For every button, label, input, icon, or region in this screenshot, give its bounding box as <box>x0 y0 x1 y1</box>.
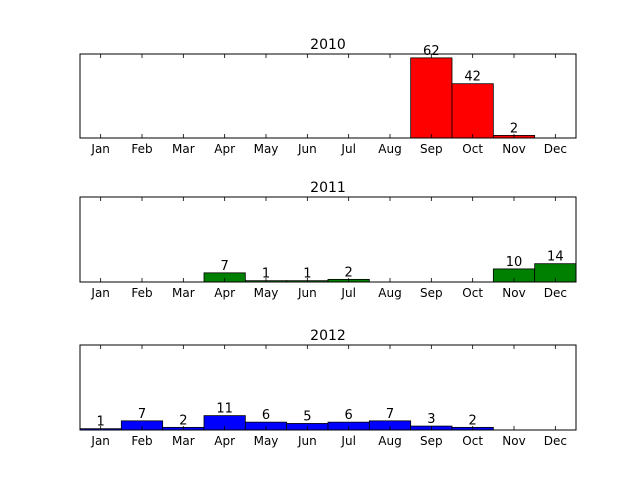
bar-oct <box>451 83 494 139</box>
x-tick-label: Oct <box>462 142 483 156</box>
bar-sep <box>410 57 453 139</box>
axes-frame <box>79 53 577 139</box>
value-label: 1 <box>262 267 270 282</box>
value-label: 10 <box>506 255 523 270</box>
value-label: 2 <box>179 413 187 428</box>
value-label: 6 <box>262 408 270 423</box>
value-label: 62 <box>423 44 440 59</box>
value-label: 2 <box>469 413 477 428</box>
subplot-2010: 2010 Jan Feb Mar Apr May Jun Jul Aug Sep Oct Nov Dec… <box>79 37 577 156</box>
x-tick-label: Dec <box>544 142 567 156</box>
value-label: 2 <box>345 265 353 280</box>
x-tick-label: Nov <box>502 434 525 448</box>
x-tick-label: Apr <box>214 434 235 448</box>
x-tick-label: Oct <box>462 286 483 300</box>
value-label: 7 <box>221 259 229 274</box>
x-tick-label: Dec <box>544 434 567 448</box>
subplot-2012: 2012 Jan Feb Mar Apr May Jun Jul Aug Sep Oct Nov Dec… <box>79 328 577 448</box>
x-tick-label: Feb <box>131 142 152 156</box>
x-tick-label: Oct <box>462 434 483 448</box>
x-tick-label: Jan <box>90 286 110 300</box>
x-tick-label: Jul <box>340 434 355 448</box>
x-tick-label: Mar <box>172 434 195 448</box>
value-label: 11 <box>216 402 233 417</box>
x-tick-label: May <box>254 434 279 448</box>
value-label: 1 <box>303 267 311 282</box>
x-tick-label: Nov <box>502 286 525 300</box>
subplot-title: 2011 <box>310 180 346 196</box>
x-tick-label: Sep <box>420 142 443 156</box>
x-tick-label: Sep <box>420 434 443 448</box>
subplot-2011: 2011 Jan Feb Mar Apr May Jun Jul Aug Sep Oct Nov Dec… <box>79 180 577 300</box>
x-tick-label: Apr <box>214 286 235 300</box>
x-tick-label: Mar <box>172 286 195 300</box>
x-tick-label: May <box>254 286 279 300</box>
value-label: 1 <box>97 415 105 430</box>
value-label: 14 <box>547 250 564 265</box>
x-tick-label: Feb <box>131 286 152 300</box>
subplot-title: 2012 <box>310 328 346 344</box>
x-tick-label: May <box>254 142 279 156</box>
x-tick-label: Sep <box>420 286 443 300</box>
x-tick-label: Apr <box>214 142 235 156</box>
x-tick-label: Mar <box>172 142 195 156</box>
x-tick-label: Feb <box>131 434 152 448</box>
x-tick-label: Nov <box>502 142 525 156</box>
value-label: 7 <box>138 407 146 422</box>
x-tick-label: Jul <box>340 142 355 156</box>
axes-frame <box>79 196 577 283</box>
value-label: 6 <box>345 408 353 423</box>
x-tick-label: Dec <box>544 286 567 300</box>
x-tick-label: Jan <box>90 142 110 156</box>
x-tick-label: Jul <box>340 286 355 300</box>
x-tick-label: Aug <box>378 434 401 448</box>
x-tick-label: Jan <box>90 434 110 448</box>
value-label: 42 <box>464 70 481 85</box>
value-label: 3 <box>427 412 435 427</box>
subplot-title: 2010 <box>310 37 346 53</box>
x-tick-label: Jun <box>297 434 317 448</box>
x-tick-label: Jun <box>297 286 317 300</box>
x-tick-label: Jun <box>297 142 317 156</box>
x-tick-label: Aug <box>378 286 401 300</box>
axes-frame <box>79 344 577 431</box>
value-label: 5 <box>303 409 311 424</box>
value-label: 7 <box>386 407 394 422</box>
value-label: 2 <box>510 121 518 136</box>
x-tick-label: Aug <box>378 142 401 156</box>
